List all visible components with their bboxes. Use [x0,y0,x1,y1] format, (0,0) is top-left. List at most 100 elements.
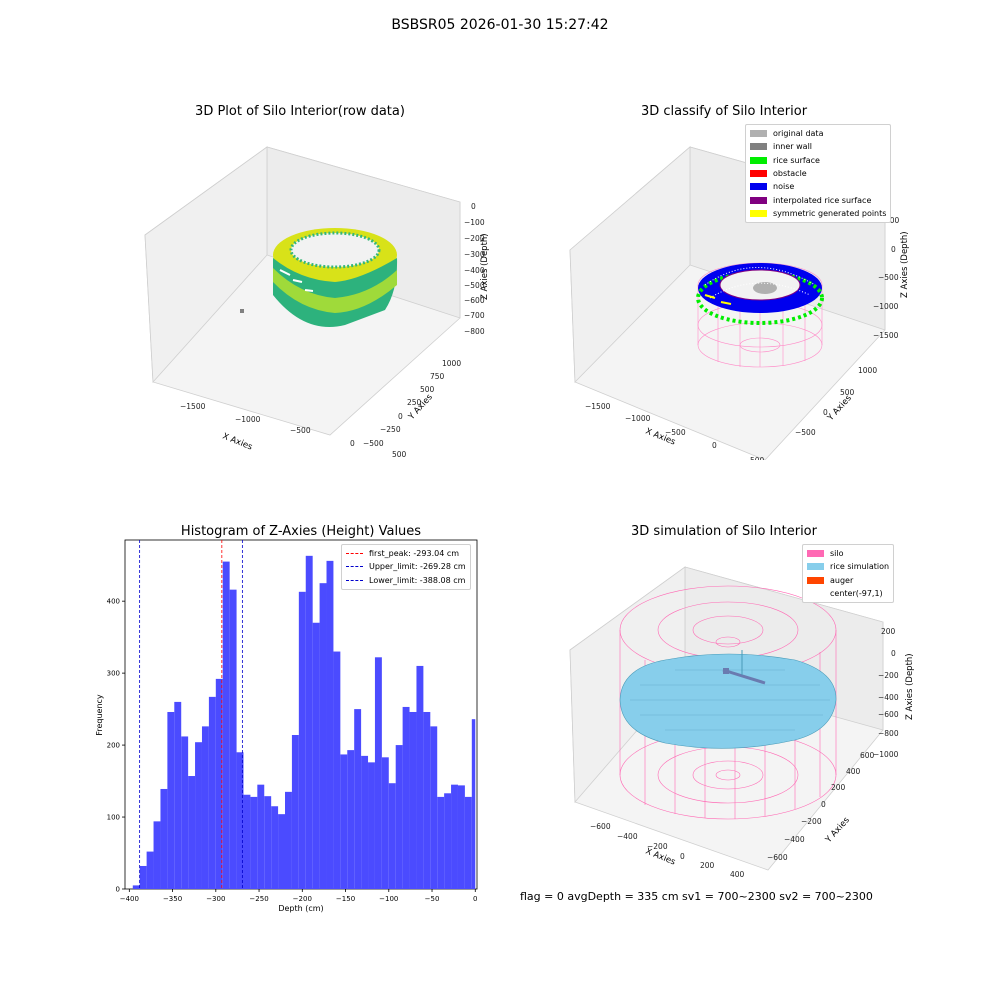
legend-entry: original data [750,127,886,140]
histogram-bar [451,784,458,889]
histogram-x-tick-label: −400 [120,895,139,903]
raw-ztick: −500 [464,281,485,290]
raw-ztick: −600 [464,296,485,305]
sim-xtick: −400 [617,832,638,841]
histogram-bar [174,701,182,889]
legend-swatch [750,130,767,138]
histogram-bar [319,583,327,889]
histogram-x-tick-label: −150 [336,895,355,903]
histogram-bar [471,719,476,889]
histogram-y-tick-label: 400 [107,598,120,606]
histogram-bar [250,796,258,889]
legend-entry: rice simulation [807,560,889,573]
raw-ztick: −100 [464,218,485,227]
sim-ytick: 0 [821,800,826,809]
histogram-title: Histogram of Z-Axies (Height) Values [180,524,422,539]
legend-swatch [750,156,767,164]
histogram-chart: −400 −350 −300 −250 −200 −150 −100 −50 0 0 100 200… [95,539,478,913]
raw-ytick: −250 [380,425,401,434]
raw-xtick: −1000 [235,415,261,424]
classify-ztick: −1500 [873,331,899,340]
legend-label: auger [830,575,854,585]
histogram-x-tick-label: −300 [206,895,225,903]
legend-swatch [807,590,824,598]
histogram-bar [236,752,244,889]
legend-label: first_peak: -293.04 cm [369,549,460,559]
histogram-x-tick-label: −200 [293,895,312,903]
raw-xtick: 500 [392,450,407,459]
raw-ztick: −400 [464,266,485,275]
sim-xtick: −600 [590,822,611,831]
legend-label: symmetric generated points [773,208,887,218]
raw-ytick: 750 [430,372,445,381]
legend-line-swatch [346,566,363,568]
legend-label: rice surface [773,155,820,165]
histogram-bar [381,757,389,889]
histogram-bar [402,706,410,889]
histogram-bar [264,796,272,889]
raw-zlabel: Z Axies (Depth) [480,233,490,300]
histogram-bar [160,788,168,889]
legend-entry: obstacle [750,167,886,180]
legend-entry: Upper_limit: -269.28 cm [346,560,466,573]
histogram-bar [278,814,285,889]
histogram-x-tick-label: −50 [425,895,440,903]
sim-ytick: −200 [801,817,822,826]
histogram-bar [368,762,375,889]
legend-swatch [807,563,824,571]
sim-ztick: −200 [878,671,899,680]
classify-ztick: 0 [891,245,896,254]
raw-ztick: −200 [464,234,485,243]
histogram-bar [333,651,341,889]
histogram-x-tick-label: 0 [473,895,477,903]
histogram-ylabel: Frequency [95,694,104,736]
histogram-bar [305,555,313,889]
histogram-xlabel: Depth (cm) [278,904,323,913]
classify-xtick: 0 [712,441,717,450]
histogram-bar [146,851,154,889]
classify-ytick: 1000 [858,366,877,375]
legend-label: original data [773,129,824,139]
legend-swatch [750,170,767,178]
simulation-ticks: −600 −400 −200 0 200 400 −600 −400 −200 … [590,627,899,879]
classify-xtick: 500 [750,456,765,460]
histogram-bar [201,726,209,889]
histogram-x-tick-label: −350 [163,895,182,903]
sim-ytick: 200 [831,783,846,792]
sim-xtick: −200 [647,842,668,851]
simulation-rice-surface [619,650,837,749]
legend-swatch [750,209,767,217]
histogram-y-tick-label: 0 [116,886,120,894]
histogram-bar [423,711,431,889]
raw-plot-title: 3D Plot of Silo Interior(row data) [195,104,405,119]
legend-line-swatch [346,553,363,555]
histogram-bar [354,709,362,889]
raw-ylabel: Y Axies [406,392,435,423]
legend-label: Lower_limit: -388.08 cm [369,575,466,585]
histogram-bar [222,561,230,889]
histogram-bar [361,755,369,889]
histogram-bar [181,736,189,889]
histogram-bar [444,793,452,889]
legend-label: obstacle [773,169,807,179]
histogram-bar [437,796,445,889]
raw-ytick: 1000 [442,359,461,368]
histogram-bar [374,657,382,889]
legend-label: center(-97,1) [830,589,883,599]
legend-label: silo [830,549,844,559]
raw-ytick: −500 [363,439,384,448]
legend-label: interpolated rice surface [773,195,872,205]
simulation-3d-plot: −600 −400 −200 0 200 400 −600 −400 −200 … [569,566,915,879]
histogram-x-tick-label: −250 [249,895,268,903]
legend-swatch [750,143,767,151]
histogram-bar [139,865,147,889]
status-annotation: flag = 0 avgDepth = 335 cm sv1 = 700~230… [520,890,873,903]
histogram-bar [347,750,355,889]
classify-legend: original data inner wall rice surface ob… [745,124,892,224]
sim-ztick: 200 [881,627,896,636]
histogram-bar [153,821,161,889]
legend-swatch [807,576,824,584]
legend-entry: interpolated rice surface [750,193,886,206]
classify-ticks: −1500 −1000 −500 0 500 −500 0 500 1000 5… [585,216,900,460]
sim-ztick: −600 [878,710,899,719]
